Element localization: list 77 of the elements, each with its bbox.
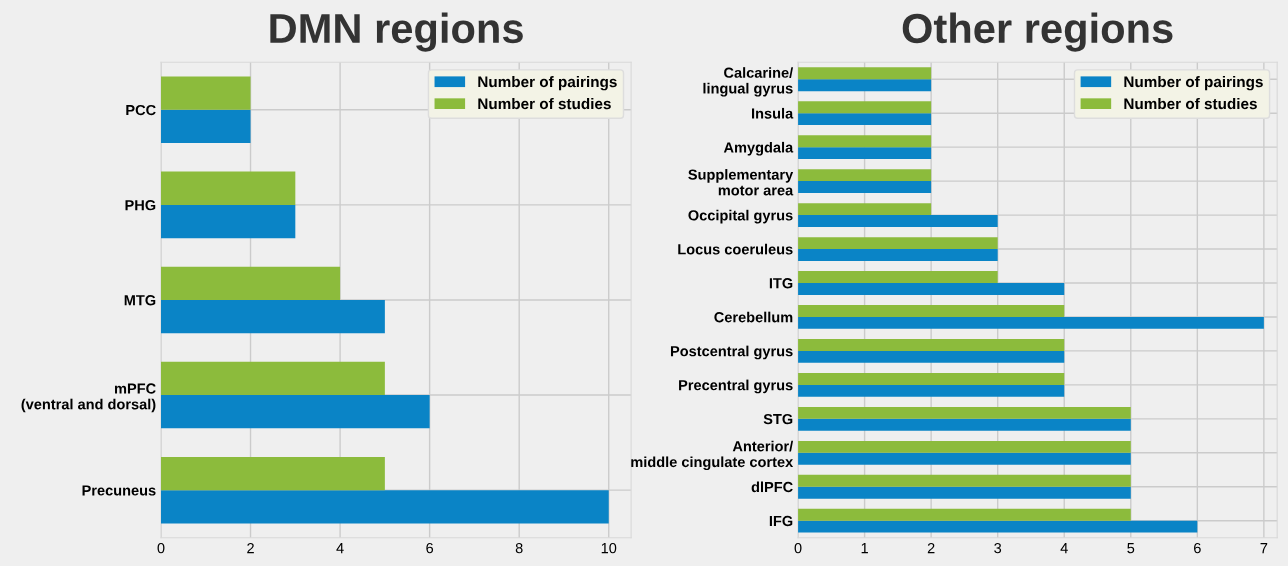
- bar: [798, 203, 932, 216]
- bar: [798, 316, 1264, 329]
- y-tick-label: PHG: [125, 199, 156, 211]
- y-tick-label: Insula: [752, 107, 794, 119]
- bar: [798, 147, 932, 160]
- bar: [798, 305, 1065, 317]
- y-tick-label: Postcentral gyrus: [670, 345, 793, 360]
- bar: [798, 271, 998, 283]
- bar: [161, 76, 251, 110]
- bar: [161, 490, 609, 524]
- bar: [798, 249, 998, 261]
- x-tick-label: 1: [861, 543, 868, 554]
- bar: [798, 508, 1131, 521]
- legend-label: Number of pairings: [1124, 76, 1263, 91]
- x-tick-label: 0: [794, 542, 802, 554]
- bar: [798, 372, 1065, 385]
- bar: [798, 418, 1131, 431]
- bar: [798, 406, 1131, 419]
- y-tick-label: Cerebellum: [714, 311, 793, 323]
- bar: [798, 237, 998, 250]
- y-tick-label: MTG: [124, 295, 156, 306]
- bar: [798, 215, 998, 227]
- legend-label: Number of studies: [1124, 97, 1257, 110]
- bar: [798, 135, 932, 148]
- x-tick-label: 4: [1060, 543, 1068, 554]
- bar: [798, 113, 932, 126]
- x-tick-label: 3: [994, 542, 1002, 554]
- bar: [161, 266, 341, 300]
- x-tick-label: 6: [426, 542, 434, 554]
- bar: [798, 283, 1065, 295]
- x-tick-label: 6: [1194, 542, 1201, 554]
- x-tick-label: 10: [601, 542, 617, 554]
- y-tick-label: Calcarine/ lingual gyrus: [703, 67, 794, 97]
- y-tick-label: PCC: [126, 104, 156, 116]
- bar: [798, 440, 1131, 453]
- bar: [798, 452, 1131, 465]
- x-tick-label: 7: [1260, 543, 1268, 554]
- bar: [798, 474, 1131, 487]
- y-tick-label: Precentral gyrus: [679, 379, 793, 394]
- y-tick-label: STG: [763, 413, 793, 425]
- y-tick-label: Occipital gyrus: [688, 209, 793, 224]
- legend-label: Number of pairings: [478, 76, 617, 91]
- bar: [161, 109, 251, 144]
- bar: [161, 395, 430, 429]
- chart-title: Other regions: [902, 12, 1173, 52]
- x-tick-label: 2: [247, 542, 254, 554]
- x-tick-label: 5: [1127, 543, 1135, 554]
- bar: [798, 486, 1131, 499]
- y-tick-label: ITG: [769, 278, 793, 289]
- bar: [798, 520, 1198, 533]
- bar: [161, 456, 385, 491]
- bar: [798, 339, 1065, 351]
- x-tick-label: 4: [336, 543, 344, 554]
- y-tick-label: mPFC (ventral and dorsal): [21, 383, 156, 413]
- bar: [798, 169, 932, 182]
- y-tick-label: dlPFC: [751, 481, 793, 493]
- x-tick-label: 0: [157, 542, 165, 554]
- y-tick-label: Precuneus: [82, 485, 156, 496]
- legend-label: Number of studies: [478, 97, 611, 110]
- bar: [798, 79, 932, 92]
- y-tick-label: Amygdala: [723, 141, 794, 156]
- chart-title: DMN regions: [270, 12, 523, 52]
- y-tick-label: Supplementary motor area: [688, 169, 794, 196]
- bar: [161, 171, 296, 205]
- bar: [798, 101, 932, 114]
- bar: [798, 67, 932, 80]
- x-tick-label: 8: [515, 542, 523, 554]
- bar: [161, 204, 296, 239]
- y-tick-label: Locus coeruleus: [678, 243, 793, 255]
- bar: [161, 361, 385, 396]
- y-tick-label: IFG: [769, 515, 793, 527]
- bar: [161, 299, 385, 334]
- x-tick-label: 2: [927, 542, 935, 554]
- bar: [798, 181, 932, 194]
- bar: [798, 350, 1065, 363]
- y-tick-label: Anterior/ middle cingulate cortex: [631, 440, 794, 471]
- bar: [798, 384, 1065, 397]
